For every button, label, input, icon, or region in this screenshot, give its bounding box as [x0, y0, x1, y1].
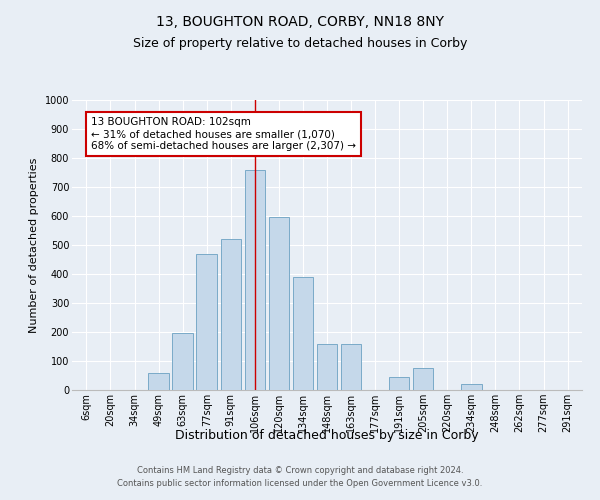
Bar [269, 218, 289, 390]
Bar [196, 254, 217, 390]
Bar [148, 372, 169, 390]
Bar [389, 377, 409, 390]
Text: 13, BOUGHTON ROAD, CORBY, NN18 8NY: 13, BOUGHTON ROAD, CORBY, NN18 8NY [156, 15, 444, 29]
Bar [293, 277, 313, 390]
Text: Distribution of detached houses by size in Corby: Distribution of detached houses by size … [175, 428, 479, 442]
Bar [461, 384, 482, 390]
Text: Size of property relative to detached houses in Corby: Size of property relative to detached ho… [133, 38, 467, 51]
Bar [245, 170, 265, 390]
Bar [221, 239, 241, 390]
Bar [341, 344, 361, 390]
Y-axis label: Number of detached properties: Number of detached properties [29, 158, 39, 332]
Bar [317, 344, 337, 390]
Text: Contains HM Land Registry data © Crown copyright and database right 2024.
Contai: Contains HM Land Registry data © Crown c… [118, 466, 482, 487]
Bar [413, 368, 433, 390]
Bar [172, 334, 193, 390]
Text: 13 BOUGHTON ROAD: 102sqm
← 31% of detached houses are smaller (1,070)
68% of sem: 13 BOUGHTON ROAD: 102sqm ← 31% of detach… [91, 118, 356, 150]
